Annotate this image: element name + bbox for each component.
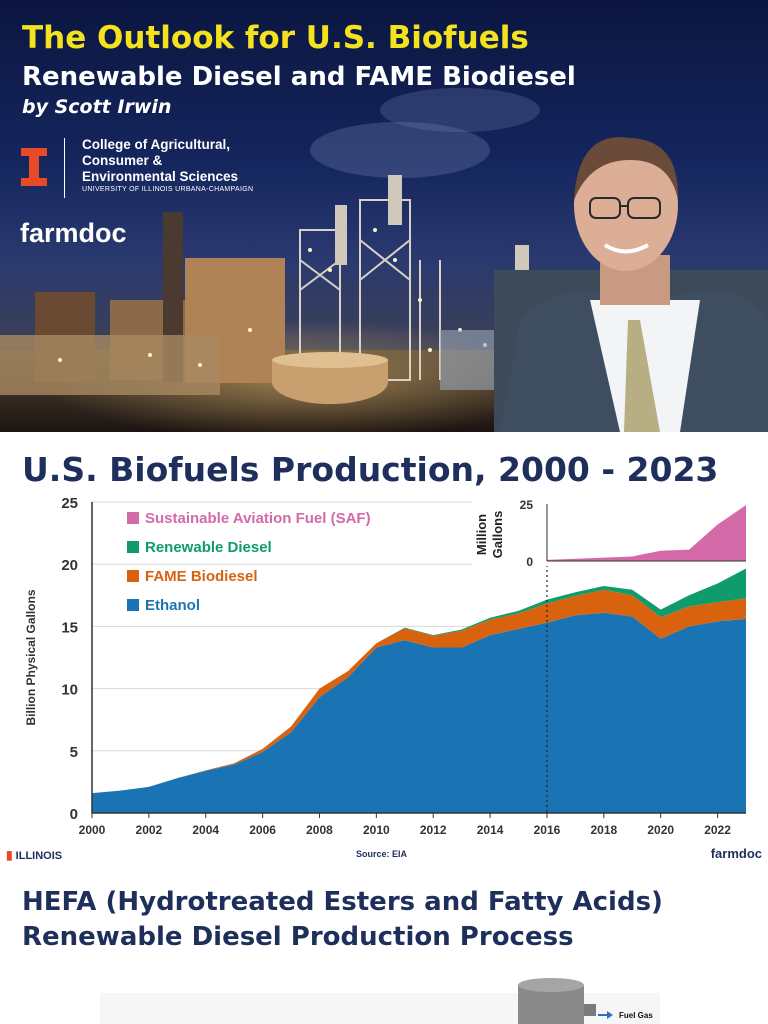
legend-label: Ethanol: [145, 597, 200, 614]
y-tick-label: 15: [61, 619, 78, 636]
legend-swatch: [127, 512, 139, 524]
hefa-section-title: HEFA (Hydrotreated Esters and Fatty Acid…: [22, 885, 762, 955]
x-tick-label: 2006: [249, 823, 276, 837]
college-line-2: Consumer &: [82, 153, 163, 168]
illinois-footer-logo: ▮ ILLINOIS: [6, 848, 62, 862]
illinois-wordmark: ILLINOIS: [15, 850, 63, 862]
x-tick-label: 2010: [363, 823, 390, 837]
illinois-i-icon: ▮: [6, 848, 13, 862]
chart-legend: Sustainable Aviation Fuel (SAF) Renewable…: [127, 510, 371, 614]
hero-byline: by Scott Irwin: [22, 96, 172, 118]
legend-label: Renewable Diesel: [145, 539, 272, 556]
source-note: Source: EIA: [356, 849, 408, 859]
college-line-1: College of Agricultural,: [82, 137, 231, 152]
x-tick-label: 2004: [192, 823, 219, 837]
x-tick-label: 2002: [136, 823, 163, 837]
fuel-gas-label: Fuel Gas: [619, 1011, 653, 1020]
area-ethanol: [92, 612, 746, 813]
hero-title: The Outlook for U.S. Biofuels: [22, 20, 529, 56]
inset-y-tick-label: 25: [520, 498, 534, 512]
y-axis-label: Billion Physical Gallons: [24, 589, 38, 725]
x-tick-label: 2000: [79, 823, 106, 837]
refinery-night-illustration: [0, 88, 768, 432]
y-tick-label: 20: [61, 557, 78, 574]
chart-axes: 0 5 10 15 20 25 2000 2002 2004 2006 2008 2010 2012 20…: [24, 495, 746, 837]
y-tick-label: 25: [61, 495, 78, 512]
legend-swatch: [127, 599, 139, 611]
hero-subtitle: Renewable Diesel and FAME Biodiesel: [22, 62, 576, 92]
x-tick-label: 2014: [477, 823, 504, 837]
y-tick-label: 5: [70, 744, 78, 761]
presenter-photo: [494, 137, 768, 432]
inset-y-axis-label: Million: [474, 514, 489, 555]
chart-title: U.S. Biofuels Production, 2000 - 2023: [22, 450, 719, 489]
legend-swatch: [127, 570, 139, 582]
x-tick-label: 2008: [306, 823, 333, 837]
inset-y-axis-label: Gallons: [490, 511, 505, 559]
x-tick-label: 2022: [704, 823, 731, 837]
legend-swatch: [127, 541, 139, 553]
hefa-title-line-1: HEFA (Hydrotreated Esters and Fatty Acid…: [22, 887, 663, 917]
illinois-block-i-logo: [21, 148, 47, 186]
area-fame-biodiesel: [92, 589, 746, 794]
legend-label: FAME Biodiesel: [145, 568, 258, 585]
biofuels-area-chart: 0 5 10 15 20 25 2000 2002 2004 2006 2008 2010 2012 20…: [24, 494, 752, 837]
x-tick-label: 2012: [420, 823, 447, 837]
farmdoc-logo: farmdoc: [20, 218, 127, 248]
x-tick-label: 2020: [647, 823, 674, 837]
university-name: UNIVERSITY OF ILLINOIS URBANA-CHAMPAIGN: [82, 186, 254, 193]
hero-banner: The Outlook for U.S. Biofuels Renewable …: [0, 0, 768, 432]
legend-label: Sustainable Aviation Fuel (SAF): [145, 510, 371, 527]
hefa-process-diagram: [100, 978, 660, 1024]
x-tick-label: 2018: [590, 823, 617, 837]
logo-divider: [64, 138, 65, 198]
saf-inset-chart: 0 25 Million Gallons: [472, 494, 752, 569]
hefa-title-line-2: Renewable Diesel Production Process: [22, 922, 574, 952]
inset-y-tick-label: 0: [526, 555, 533, 569]
y-tick-label: 10: [61, 682, 78, 699]
y-tick-label: 0: [70, 806, 78, 823]
college-name: College of Agricultural, Consumer & Envi…: [82, 137, 253, 195]
college-line-3: Environmental Sciences: [82, 169, 239, 184]
fuel-gas-arrow-icon: [598, 1011, 613, 1019]
inset-area-saf: [547, 505, 746, 561]
x-tick-label: 2016: [534, 823, 561, 837]
separator-vessel: [518, 978, 596, 1024]
farmdoc-footer-logo: farmdoc: [710, 846, 762, 861]
chart-areas: [92, 500, 746, 813]
